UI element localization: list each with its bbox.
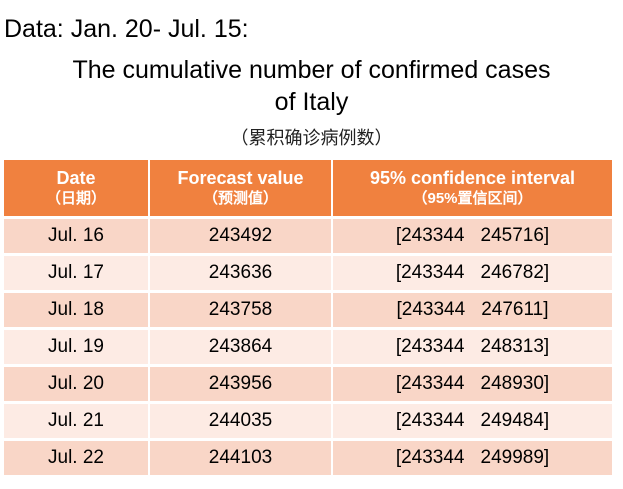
cell-confidence-interval: [243344 248313] xyxy=(332,328,612,367)
table-row: Jul. 17 243636 [243344 246782] xyxy=(4,254,612,293)
header-date: Date （日期） xyxy=(4,160,150,219)
ci-upper-bound: 248313] xyxy=(480,336,550,357)
ci-lower-bound: [243344 xyxy=(395,225,465,246)
header-ci-sub: （95%置信区间） xyxy=(412,190,533,207)
cell-confidence-interval: [243344 248930] xyxy=(332,365,612,404)
cell-forecast-value: 243758 xyxy=(149,291,333,330)
table-header-row: Date （日期） Forecast value （预测值） 95% confi… xyxy=(4,160,612,219)
cell-date: Jul. 20 xyxy=(4,365,150,404)
ci-upper-bound: 249484] xyxy=(480,410,550,431)
cell-forecast-value: 243956 xyxy=(149,365,333,404)
cell-confidence-interval: [243344 245716] xyxy=(332,217,612,256)
ci-upper-bound: 249989] xyxy=(480,447,550,468)
cell-confidence-interval: [243344 247611] xyxy=(332,291,612,330)
table-title: The cumulative number of confirmed cases… xyxy=(0,54,623,118)
header-confidence-interval: 95% confidence interval （95%置信区间） xyxy=(332,160,612,219)
ci-upper-bound: 248930] xyxy=(480,373,550,394)
cell-confidence-interval: [243344 249989] xyxy=(332,439,612,478)
table-row: Jul. 18 243758 [243344 247611] xyxy=(4,291,612,330)
header-forecast-sub: （预测值） xyxy=(202,190,278,207)
ci-lower-bound: [243344 xyxy=(395,262,465,283)
cell-forecast-value: 243864 xyxy=(149,328,333,367)
ci-upper-bound: 246782] xyxy=(480,262,550,283)
cell-date: Jul. 16 xyxy=(4,217,150,256)
cell-date: Jul. 19 xyxy=(4,328,150,367)
ci-upper-bound: 247611] xyxy=(481,299,549,320)
ci-lower-bound: [243344 xyxy=(395,447,465,468)
table-row: Jul. 22 244103 [243344 249989] xyxy=(4,439,612,478)
table-subtitle: （累积确诊病例数） xyxy=(230,128,393,148)
cell-forecast-value: 244103 xyxy=(149,439,333,478)
title-line-2: of Italy xyxy=(274,88,349,116)
cell-confidence-interval: [243344 249484] xyxy=(332,402,612,441)
table-row: Jul. 20 243956 [243344 248930] xyxy=(4,365,612,404)
table-row: Jul. 19 243864 [243344 248313] xyxy=(4,328,612,367)
ci-lower-bound: [243344 xyxy=(395,410,465,431)
cell-forecast-value: 243636 xyxy=(149,254,333,293)
header-ci-label: 95% confidence interval xyxy=(369,168,576,188)
cell-date: Jul. 22 xyxy=(4,439,150,478)
cell-confidence-interval: [243344 246782] xyxy=(332,254,612,293)
header-forecast: Forecast value （预测值） xyxy=(149,160,333,219)
title-line-1: The cumulative number of confirmed cases xyxy=(72,56,551,84)
table-row: Jul. 16 243492 [243344 245716] xyxy=(4,217,612,256)
data-range-heading: Data: Jan. 20- Jul. 15: xyxy=(4,15,249,43)
cell-forecast-value: 244035 xyxy=(149,402,333,441)
cell-date: Jul. 18 xyxy=(4,291,150,330)
cell-forecast-value: 243492 xyxy=(149,217,333,256)
forecast-table: Date （日期） Forecast value （预测值） 95% confi… xyxy=(4,160,612,478)
cell-date: Jul. 21 xyxy=(4,402,150,441)
header-date-sub: （日期） xyxy=(45,190,106,207)
table-body: Jul. 16 243492 [243344 245716] Jul. 17 243636… xyxy=(4,217,612,478)
header-date-label: Date xyxy=(56,168,96,188)
cell-date: Jul. 17 xyxy=(4,254,150,293)
ci-lower-bound: [243344 xyxy=(396,299,466,320)
ci-lower-bound: [243344 xyxy=(395,373,465,394)
table-row: Jul. 21 244035 [243344 249484] xyxy=(4,402,612,441)
ci-lower-bound: [243344 xyxy=(395,336,465,357)
ci-upper-bound: 245716] xyxy=(480,225,550,246)
header-forecast-label: Forecast value xyxy=(177,168,304,188)
